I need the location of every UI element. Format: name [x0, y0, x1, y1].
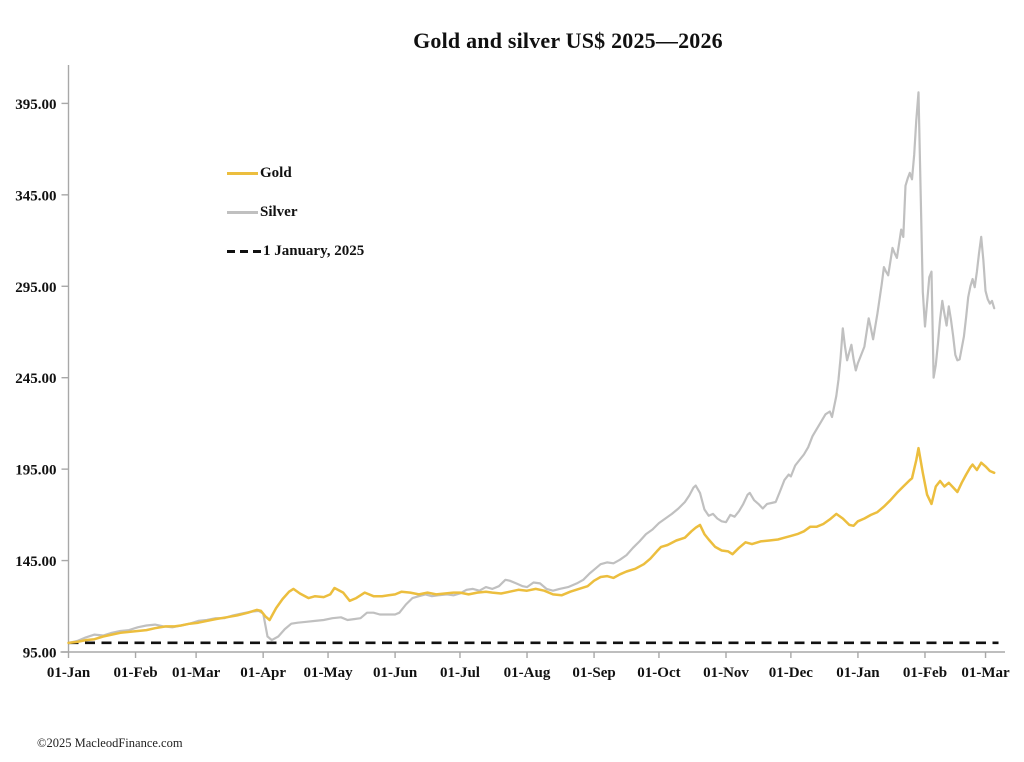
chart-title: Gold and silver US$ 2025—2026: [413, 27, 723, 53]
x-axis-tick-label: 01-Aug: [504, 665, 551, 681]
legend-item-gold: Gold: [227, 166, 364, 181]
x-axis-tick-label: 01-Dec: [769, 665, 813, 681]
x-axis-tick-label: 01-Mar: [172, 665, 221, 681]
x-axis-tick-label: 01-Jan: [47, 665, 91, 681]
legend-label-baseline: 1 January, 2025: [263, 243, 365, 259]
x-axis-tick-label: 01-Jul: [440, 665, 480, 681]
legend-item-baseline: 1 January, 2025: [227, 244, 364, 259]
x-axis-tick-label: 01-Nov: [703, 665, 749, 681]
x-axis-tick-label: 01-Feb: [903, 665, 947, 681]
y-axis-tick-label: 395.00: [15, 97, 56, 113]
y-axis-tick-label: 295.00: [15, 280, 56, 296]
y-axis-tick-label: 95.00: [23, 646, 57, 662]
silver-line-swatch: [227, 211, 258, 214]
x-axis-tick-label: 01-Apr: [240, 665, 286, 681]
silver-price-line: [67, 91, 996, 645]
dashed-line-swatch: [227, 250, 261, 253]
copyright: ©2025 MacleodFinance.com: [37, 736, 183, 750]
legend-label-silver: Silver: [260, 204, 298, 220]
y-axis-tick-label: 345.00: [15, 188, 56, 204]
y-axis-tick-label: 245.00: [15, 371, 56, 387]
x-axis-tick-label: 01-Sep: [572, 665, 615, 681]
x-axis-tick-label: 01-Oct: [637, 665, 680, 681]
x-axis-tick-label: 01-Mar: [961, 665, 1010, 681]
x-axis-tick-label: 01-Jun: [373, 665, 418, 681]
x-axis-tick-label: 01-Feb: [113, 665, 157, 681]
y-axis-tick-label: 195.00: [15, 463, 56, 479]
legend-item-silver: Silver: [227, 205, 364, 220]
gold-line-swatch: [227, 172, 258, 175]
chart-legend: Gold Silver 1 January, 2025: [227, 166, 364, 259]
x-axis-tick-label: 01-May: [303, 665, 353, 681]
y-axis-tick-label: 145.00: [15, 554, 56, 570]
x-axis-tick-label: 01-Jan: [836, 665, 880, 681]
legend-label-gold: Gold: [260, 165, 292, 181]
gold-price-line: [67, 446, 996, 645]
